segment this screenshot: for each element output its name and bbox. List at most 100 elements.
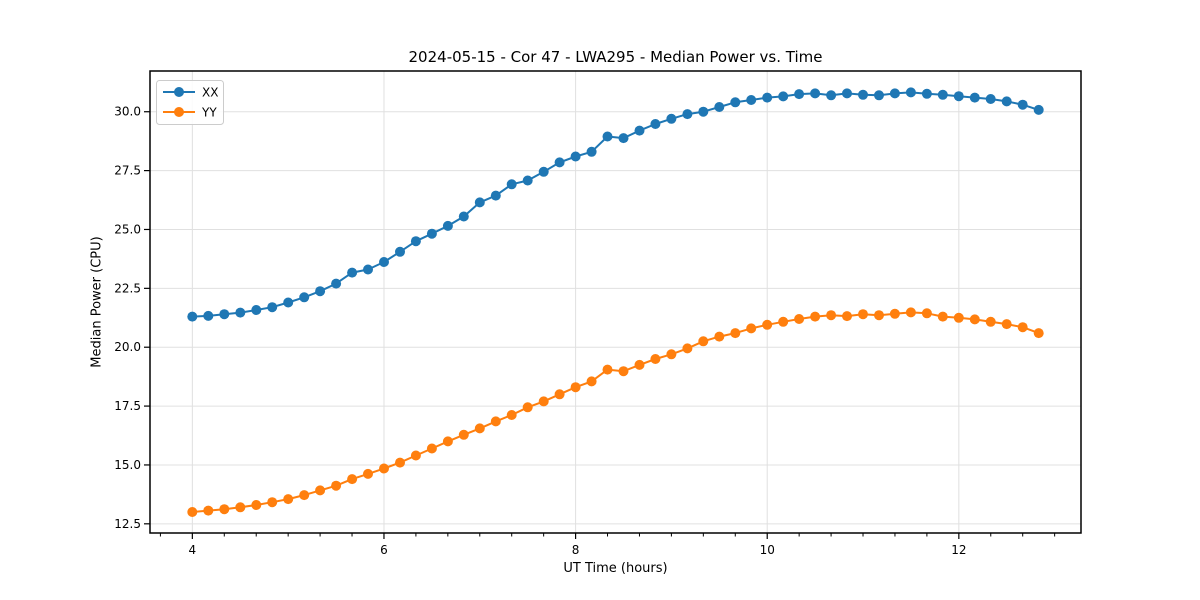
data-point: [826, 90, 837, 101]
data-point: [426, 443, 437, 454]
data-point: [347, 474, 358, 485]
y-tick-label: 20.0: [114, 340, 141, 354]
data-point: [842, 311, 852, 322]
legend: XX YY: [156, 80, 224, 125]
data-point: [251, 305, 262, 315]
x-tick-label: 8: [572, 543, 580, 557]
data-point: [395, 457, 405, 468]
series-markers-XX: [187, 87, 1044, 322]
data-point: [474, 423, 485, 434]
data-point: [538, 166, 549, 177]
data-point: [586, 376, 597, 387]
data-point: [554, 389, 565, 400]
data-point: [746, 95, 757, 105]
data-point: [1033, 104, 1044, 115]
data-point: [794, 89, 805, 100]
data-point: [442, 436, 453, 447]
y-tick-label: 22.5: [114, 281, 141, 295]
data-point: [283, 297, 294, 308]
data-point: [379, 463, 389, 474]
data-point: [937, 311, 948, 322]
data-point: [969, 92, 980, 103]
data-point: [762, 92, 773, 103]
data-point: [315, 485, 326, 496]
data-point: [905, 307, 916, 318]
x-tick-label: 6: [380, 543, 388, 557]
data-point: [363, 468, 373, 479]
data-point: [283, 494, 294, 505]
data-point: [874, 310, 884, 321]
data-point: [810, 311, 821, 322]
data-point: [634, 125, 645, 136]
y-tick-label: 27.5: [114, 164, 141, 178]
legend-entry-XX: XX: [163, 86, 218, 100]
data-point: [602, 364, 613, 375]
data-point: [267, 497, 278, 508]
y-tick-label: 15.0: [114, 458, 141, 472]
data-point: [826, 310, 837, 321]
data-point: [1017, 99, 1028, 110]
data-point: [490, 416, 501, 427]
data-point: [299, 490, 310, 501]
data-point: [267, 302, 278, 313]
y-axis-title: Median Power (CPU): [89, 236, 105, 368]
data-point: [410, 236, 421, 247]
data-point: [714, 331, 725, 342]
data-point: [650, 354, 661, 364]
data-point: [985, 94, 996, 104]
data-point: [570, 382, 581, 393]
data-point: [889, 88, 900, 99]
axes-spines: [149, 70, 1082, 534]
data-point: [458, 211, 469, 222]
x-tick-label: 4: [189, 543, 197, 557]
data-point: [746, 323, 757, 334]
data-point: [506, 410, 517, 420]
data-point: [426, 228, 437, 239]
data-point: [235, 502, 246, 513]
data-point: [714, 102, 725, 112]
data-point: [650, 119, 661, 129]
data-point: [1017, 322, 1028, 333]
data-point: [634, 359, 645, 370]
data-point: [698, 336, 709, 347]
data-point: [506, 179, 517, 190]
data-point: [1001, 96, 1012, 107]
data-point: [618, 366, 629, 377]
chart-title: 2024-05-15 - Cor 47 - LWA295 - Median Po…: [408, 48, 823, 66]
data-point: [858, 89, 868, 100]
data-point: [586, 146, 597, 157]
data-point: [842, 88, 852, 99]
data-point: [299, 292, 310, 303]
data-point: [1001, 319, 1012, 330]
data-point: [203, 505, 214, 516]
data-point: [538, 396, 549, 407]
data-point: [666, 349, 677, 360]
data-point: [778, 316, 789, 327]
data-point: [618, 133, 629, 144]
gridlines: [150, 71, 1081, 533]
x-tick-label: 10: [760, 543, 775, 557]
data-point: [810, 88, 821, 99]
data-point: [666, 113, 677, 124]
data-point: [395, 246, 405, 257]
data-point: [187, 507, 198, 517]
data-point: [953, 312, 964, 323]
data-point: [602, 131, 613, 142]
data-point: [187, 311, 198, 322]
data-point: [889, 308, 900, 319]
data-point: [490, 190, 501, 201]
data-point: [331, 480, 342, 491]
data-point: [794, 314, 805, 324]
x-axis-title: UT Time (hours): [563, 561, 668, 576]
data-point: [522, 402, 533, 413]
data-point: [762, 319, 773, 330]
data-point: [331, 278, 342, 289]
data-point: [251, 500, 262, 510]
data-point: [730, 97, 741, 108]
data-point: [937, 89, 948, 100]
data-point: [235, 307, 246, 318]
y-tick-label: 30.0: [114, 105, 141, 119]
data-point: [410, 450, 421, 461]
data-point: [921, 308, 932, 319]
